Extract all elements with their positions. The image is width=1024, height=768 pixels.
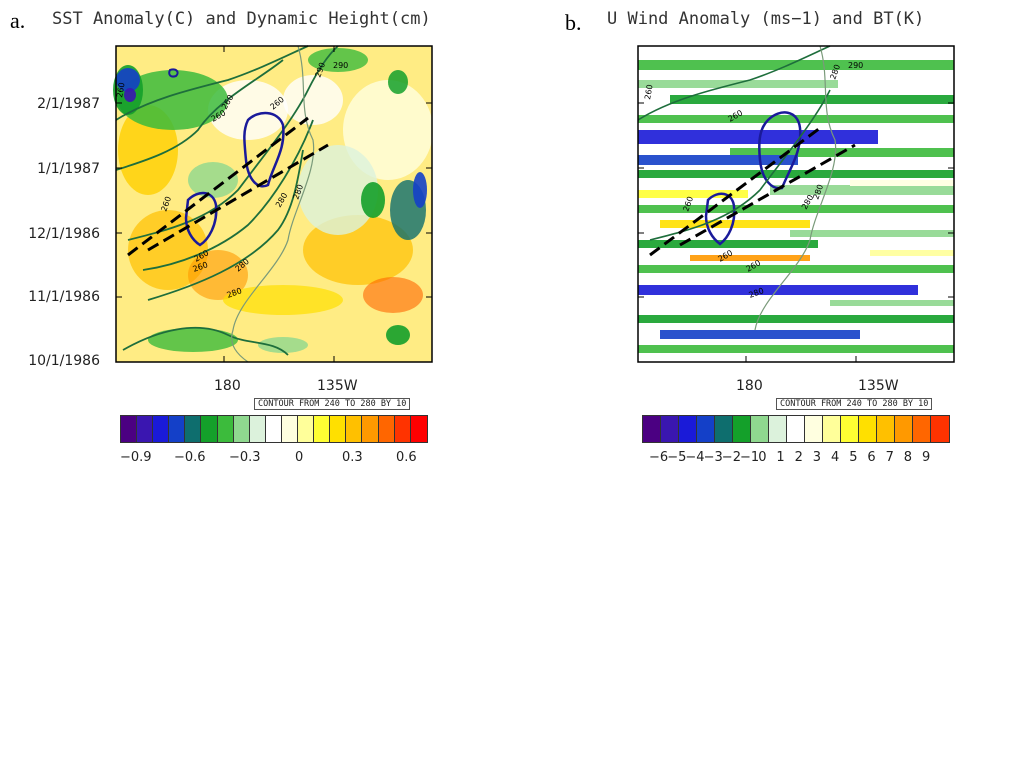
- colorbar-label: 2: [794, 450, 803, 465]
- colorbar-swatch: [751, 416, 769, 442]
- colorbar-swatch: [769, 416, 787, 442]
- colorbar-swatch: [169, 416, 186, 442]
- colorbar-label: 0: [758, 450, 767, 465]
- colorbar-swatch: [877, 416, 895, 442]
- y-tick-label: 10/1/1986: [28, 353, 100, 369]
- x-tick-label: 135W: [317, 378, 358, 394]
- colorbar-swatch: [137, 416, 154, 442]
- colorbar-swatch: [153, 416, 170, 442]
- colorbar-label: −1: [740, 450, 760, 465]
- colorbar-swatch: [265, 416, 282, 442]
- x-tick-label: 180: [214, 378, 241, 394]
- colorbar-swatch: [787, 416, 805, 442]
- colorbar-swatch: [121, 416, 138, 442]
- panel-a-map: 260 260 260 260 260 260 260 280 280 280 …: [113, 45, 433, 363]
- colorbar-swatch: [859, 416, 877, 442]
- colorbar-swatch: [697, 416, 715, 442]
- colorbar-swatch: [233, 416, 250, 442]
- colorbar-swatch: [643, 416, 661, 442]
- colorbar-label: −4: [685, 450, 705, 465]
- colorbar-swatch: [823, 416, 841, 442]
- colorbar-swatch: [733, 416, 751, 442]
- colorbar-swatch: [841, 416, 859, 442]
- colorbar-label: −2: [721, 450, 741, 465]
- colorbar-label: −3: [703, 450, 723, 465]
- contour-note: CONTOUR FROM 240 TO 280 BY 10: [776, 398, 933, 410]
- colorbar: [120, 415, 428, 443]
- contour-label: 260: [643, 84, 655, 101]
- colorbar-swatch: [249, 416, 266, 442]
- colorbar-label: −0.3: [229, 450, 261, 465]
- colorbar-swatch: [346, 416, 363, 442]
- colorbar-swatch: [362, 416, 379, 442]
- colorbar-label: 5: [849, 450, 858, 465]
- colorbar-label: 4: [831, 450, 840, 465]
- colorbar-label: 3: [812, 450, 822, 465]
- y-tick-label: 2/1/1987: [37, 96, 100, 112]
- x-tick-label: 180: [736, 378, 763, 394]
- y-tick-label: 11/1/1986: [28, 289, 100, 305]
- colorbar-swatch: [281, 416, 299, 442]
- colorbar-swatch: [217, 416, 234, 442]
- colorbar-label: 0.6: [396, 450, 417, 465]
- colorbar-swatch: [679, 416, 697, 442]
- colorbar-swatch: [378, 416, 395, 442]
- colorbar-label: 8: [903, 450, 913, 465]
- colorbar-swatch: [805, 416, 823, 442]
- colorbar-label: 9: [922, 450, 931, 465]
- colorbar-swatch: [201, 416, 218, 442]
- colorbar-swatch: [410, 416, 427, 442]
- x-tick-label: 135W: [858, 378, 899, 394]
- colorbar-swatch: [715, 416, 733, 442]
- colorbar-swatch: [931, 416, 949, 442]
- panel-b-title: U Wind Anomaly (ms−1) and BT(K): [607, 9, 925, 29]
- colorbar-label: 7: [885, 450, 894, 465]
- colorbar-swatch: [913, 416, 931, 442]
- colorbar-label: −0.9: [120, 450, 152, 465]
- colorbar-label: −6: [649, 450, 669, 465]
- contour-label: 290: [848, 61, 863, 70]
- colorbar-label: 1: [776, 450, 785, 465]
- colorbar-swatch: [661, 416, 679, 442]
- panel-b-letter: b.: [565, 10, 582, 35]
- panel-a-title: SST Anomaly(C) and Dynamic Height(cm): [52, 9, 431, 29]
- colorbar-label: −5: [667, 450, 687, 465]
- colorbar-label: 0.3: [342, 450, 363, 465]
- colorbar-swatch: [330, 416, 347, 442]
- colorbar-label: 0: [295, 450, 304, 465]
- colorbar-swatch: [394, 416, 411, 442]
- y-tick-label: 12/1/1986: [28, 226, 100, 242]
- panel-b-map: 260 260 260 260 260 280 280 280 280 290: [637, 45, 955, 363]
- panel-a-letter: a.: [10, 8, 26, 33]
- colorbar-swatch: [298, 416, 315, 442]
- y-tick-label: 1/1/1987: [37, 161, 100, 177]
- contour-label: 260: [115, 82, 127, 99]
- contour-label: 290: [333, 61, 348, 70]
- contour-note: CONTOUR FROM 240 TO 280 BY 10: [254, 398, 411, 410]
- colorbar: [642, 415, 950, 443]
- colorbar-label: −0.6: [174, 450, 206, 465]
- colorbar-swatch: [314, 416, 331, 442]
- colorbar-label: 6: [867, 450, 876, 465]
- colorbar-swatch: [185, 416, 202, 442]
- colorbar-swatch: [895, 416, 913, 442]
